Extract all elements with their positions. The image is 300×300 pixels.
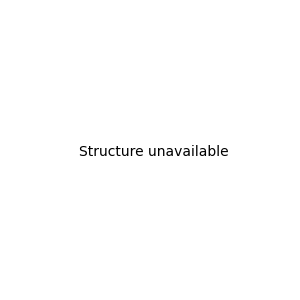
- Text: Structure unavailable: Structure unavailable: [79, 145, 229, 158]
